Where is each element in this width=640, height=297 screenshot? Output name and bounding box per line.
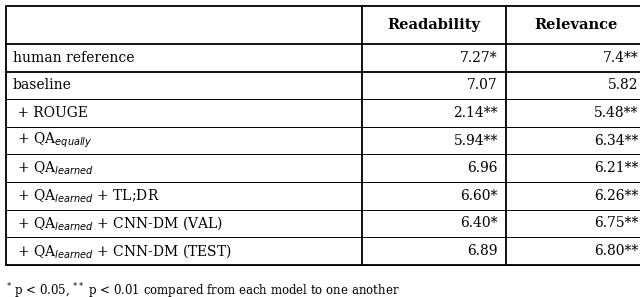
Text: 5.82: 5.82 [608,78,639,92]
Text: baseline: baseline [13,78,72,92]
Text: + QA$_{learned}$ + CNN-DM (TEST): + QA$_{learned}$ + CNN-DM (TEST) [13,242,232,260]
Text: 6.75**: 6.75** [595,217,639,230]
Text: 6.89: 6.89 [467,244,498,258]
Text: $^{*}$ p < 0.05, $^{**}$ p < 0.01 compared from each model to one another: $^{*}$ p < 0.05, $^{**}$ p < 0.01 compar… [6,281,400,297]
Text: 6.60*: 6.60* [461,189,498,203]
Text: 6.34**: 6.34** [595,134,639,148]
Text: 2.14**: 2.14** [453,106,498,120]
Text: + QA$_{learned}$: + QA$_{learned}$ [13,159,94,177]
Text: 6.40*: 6.40* [460,217,498,230]
Text: 7.07: 7.07 [467,78,498,92]
Text: + QA$_{equally}$: + QA$_{equally}$ [13,131,92,150]
Text: 7.4**: 7.4** [603,51,639,65]
Text: human reference: human reference [13,51,134,65]
Bar [6,6,640,265]
Text: + QA$_{learned}$ + CNN-DM (VAL): + QA$_{learned}$ + CNN-DM (VAL) [13,215,223,232]
Text: + ROUGE: + ROUGE [13,106,88,120]
Text: 6.96: 6.96 [467,161,498,175]
Text: 6.21**: 6.21** [595,161,639,175]
Text: 6.26**: 6.26** [595,189,639,203]
Text: 5.48**: 5.48** [595,106,639,120]
Text: Relevance: Relevance [534,18,618,32]
Text: 6.80**: 6.80** [595,244,639,258]
Text: Readability: Readability [387,18,480,32]
Text: 5.94**: 5.94** [454,134,498,148]
Text: 7.27*: 7.27* [460,51,498,65]
Text: + QA$_{learned}$ + TL;DR: + QA$_{learned}$ + TL;DR [13,187,159,205]
